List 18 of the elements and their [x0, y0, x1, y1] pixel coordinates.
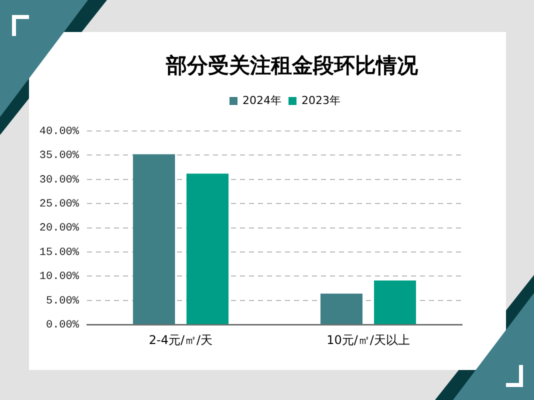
y-tick-label: 0.00% [46, 320, 80, 332]
legend-label: 2024年 [242, 94, 282, 107]
legend-label: 2023年 [302, 94, 340, 107]
y-tick-label: 25.00% [39, 198, 80, 211]
chart-title: 部分受关注租金段环比情况 [165, 52, 419, 78]
x-tick-label: 2-4元/㎡/天 [148, 332, 213, 347]
y-tick-label: 20.00% [39, 222, 80, 235]
y-tick-label: 15.00% [39, 246, 80, 259]
bar [132, 154, 175, 324]
y-tick-label: 5.00% [46, 295, 80, 308]
x-tick-label: 10元/㎡/天以上 [326, 332, 410, 347]
y-tick-label: 35.00% [39, 150, 80, 162]
bar [374, 280, 416, 324]
y-tick-label: 40.00% [39, 126, 80, 138]
y-tick-label: 30.00% [39, 174, 80, 186]
bar [186, 174, 229, 324]
bar [320, 294, 362, 324]
y-tick-label: 10.00% [39, 271, 80, 284]
